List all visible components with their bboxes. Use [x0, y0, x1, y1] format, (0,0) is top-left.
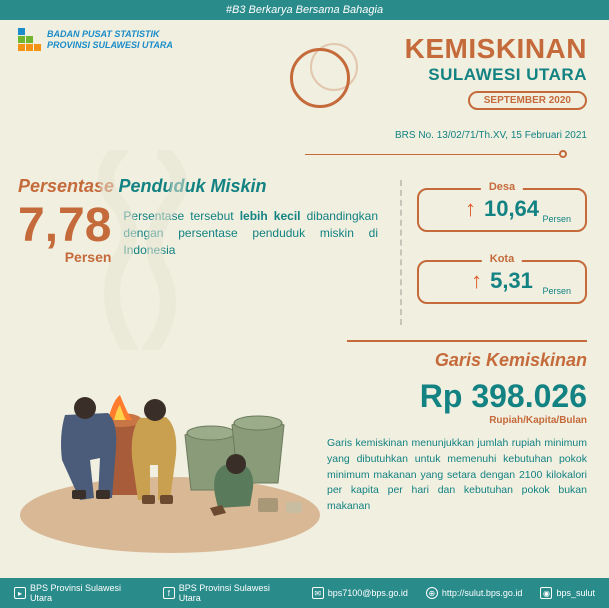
logo-line2: PROVINSI SULAWESI UTARA — [47, 40, 173, 51]
arrow-up-icon: ↑ — [471, 268, 482, 294]
desa-value: 10,64 — [484, 196, 539, 222]
kota-value: 5,31 — [490, 268, 533, 294]
bps-logo-icon — [18, 28, 41, 51]
desa-unit: Persen — [542, 214, 571, 224]
instagram-icon: ◉ — [540, 587, 552, 599]
poverty-illustration — [10, 280, 330, 560]
footer-instagram: ◉ bps_sulut — [540, 587, 595, 599]
smoke-icon — [70, 150, 210, 350]
youtube-icon: ▸ — [14, 587, 26, 599]
gk-amount: Rp 398.026 — [420, 378, 587, 415]
section-divider — [347, 340, 587, 342]
desa-box: Desa ↑ 10,64 Persen — [417, 188, 587, 232]
arrow-up-icon: ↑ — [465, 196, 476, 222]
email-icon: ✉ — [312, 587, 324, 599]
kota-unit: Persen — [542, 286, 571, 296]
footer-email: ✉ bps7100@bps.go.id — [312, 587, 408, 599]
facebook-icon: f — [163, 587, 175, 599]
period-pill: SEPTEMBER 2020 — [468, 91, 587, 110]
title-sub: SULAWESI UTARA — [395, 65, 587, 85]
footer-web: ⊕ http://sulut.bps.go.id — [426, 587, 523, 599]
footer-youtube: ▸ BPS Provinsi Sulawesi Utara — [14, 583, 145, 603]
logo: BADAN PUSAT STATISTIK PROVINSI SULAWESI … — [18, 28, 173, 51]
brs-number: BRS No. 13/02/71/Th.XV, 15 Februari 2021 — [395, 130, 587, 141]
logo-line1: BADAN PUSAT STATISTIK — [47, 29, 173, 40]
footer: ▸ BPS Provinsi Sulawesi Utara f BPS Prov… — [0, 578, 609, 608]
kota-box: Kota ↑ 5,31 Persen — [417, 260, 587, 304]
section2-title: Garis Kemiskinan — [435, 350, 587, 371]
gk-description: Garis kemiskinan menunjukkan jumlah rupi… — [327, 436, 587, 515]
circle-decoration — [280, 38, 360, 118]
title-main: KEMISKINAN — [395, 36, 587, 63]
top-banner: #B3 Berkarya Bersama Bahagia — [0, 0, 609, 20]
vertical-divider — [400, 180, 402, 325]
gk-unit: Rupiah/Kapita/Bulan — [420, 415, 587, 426]
footer-facebook: f BPS Provinsi Sulawesi Utara — [163, 583, 294, 603]
gk-value: Rp 398.026 Rupiah/Kapita/Bulan — [420, 378, 587, 426]
period-line — [305, 154, 565, 155]
title-block: KEMISKINAN SULAWESI UTARA SEPTEMBER 2020… — [395, 36, 587, 141]
globe-icon: ⊕ — [426, 587, 438, 599]
